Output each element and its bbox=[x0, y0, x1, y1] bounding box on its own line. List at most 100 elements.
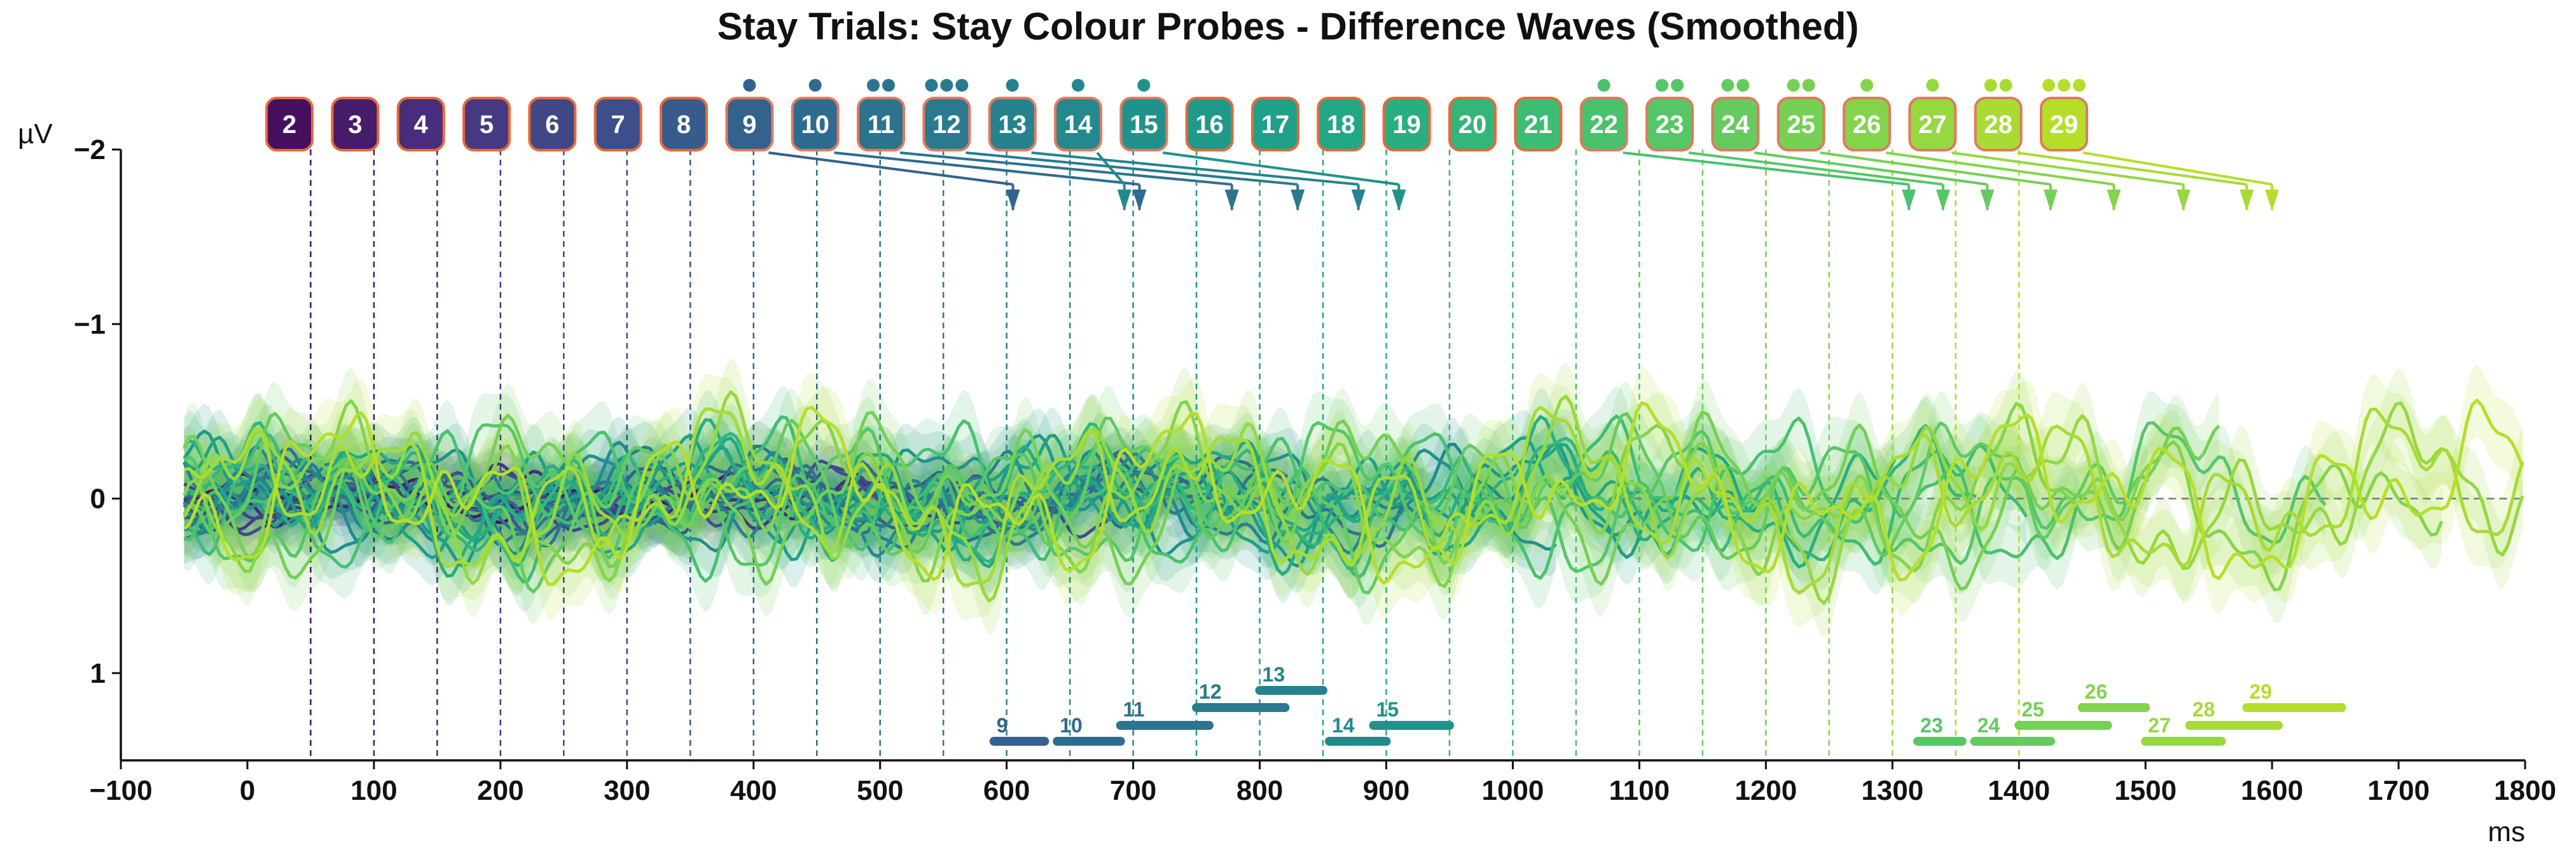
probe-box-label-11: 11 bbox=[868, 111, 894, 139]
x-tick-label: 1300 bbox=[1861, 775, 1923, 806]
peak-connector-10 bbox=[834, 151, 1140, 186]
x-tick-label: 0 bbox=[240, 775, 255, 806]
probe-box-11 bbox=[857, 97, 905, 151]
probe-box-14 bbox=[1054, 97, 1102, 151]
probe-box-label-9: 9 bbox=[742, 111, 756, 139]
peak-connector-13 bbox=[1031, 151, 1359, 186]
probe-box-label-25: 25 bbox=[1787, 111, 1815, 139]
probe-box-label-20: 20 bbox=[1458, 111, 1487, 139]
probe-box-25 bbox=[1776, 97, 1825, 151]
difference-waves bbox=[183, 390, 2524, 605]
probe-box-22 bbox=[1579, 97, 1628, 151]
probe-box-label-26: 26 bbox=[1853, 111, 1881, 139]
probe-box-label-6: 6 bbox=[545, 111, 559, 139]
x-tick-label: 1500 bbox=[2114, 775, 2177, 806]
x-tick-label: 400 bbox=[730, 775, 777, 806]
significance-dot bbox=[1926, 79, 1939, 92]
probe-box-5 bbox=[462, 97, 511, 151]
significance-dot bbox=[940, 79, 953, 92]
significance-dot bbox=[882, 79, 895, 92]
probe-box-15 bbox=[1119, 97, 1168, 151]
probe-box-27 bbox=[1908, 97, 1957, 151]
peak-marker-15 bbox=[1392, 189, 1406, 211]
peak-connector-25 bbox=[1820, 151, 2051, 186]
probe-box-label-13: 13 bbox=[998, 111, 1027, 139]
x-tick-label: 1700 bbox=[2367, 775, 2430, 806]
x-tick-label: 1200 bbox=[1735, 775, 1797, 806]
y-tick-label: 0 bbox=[90, 484, 106, 515]
y-axis-label: µV bbox=[18, 118, 53, 150]
significance-dot bbox=[925, 79, 938, 92]
significance-dot bbox=[867, 79, 880, 92]
peak-connector-11 bbox=[899, 151, 1232, 186]
confidence-band-5 bbox=[184, 443, 878, 550]
confidence-band-24 bbox=[184, 381, 2149, 625]
peak-connector-27 bbox=[1951, 151, 2184, 186]
confidence-band-15 bbox=[184, 423, 1556, 582]
probe-box-7 bbox=[593, 97, 642, 151]
probe-box-29 bbox=[2040, 97, 2088, 151]
probe-box-label-12: 12 bbox=[932, 111, 961, 139]
significance-bar-label-13: 13 bbox=[1263, 663, 1285, 686]
significance-bar-label-28: 28 bbox=[2192, 698, 2215, 721]
significance-dot bbox=[955, 79, 969, 92]
peak-marker-14 bbox=[1117, 189, 1132, 211]
probe-labels: 2 3 4 5 6 7 8 9 10 11 12 13 14 15 16 17 18 19 20 21 22 23 24 25… bbox=[265, 79, 2088, 151]
probe-box-label-10: 10 bbox=[801, 111, 829, 139]
confidence-band-13 bbox=[184, 421, 1430, 575]
peak-connector-24 bbox=[1754, 151, 1988, 186]
probe-box-20 bbox=[1448, 97, 1497, 151]
y-tick-label: −2 bbox=[74, 134, 106, 165]
confidence-band-28 bbox=[184, 372, 2523, 627]
peak-marker-12 bbox=[1291, 189, 1305, 211]
x-tick-label: 300 bbox=[604, 775, 650, 806]
wave-28 bbox=[184, 405, 2524, 594]
x-tick-label: 800 bbox=[1236, 775, 1283, 806]
peak-marker-28 bbox=[2240, 189, 2254, 211]
probe-box-label-16: 16 bbox=[1195, 111, 1224, 139]
significance-dot bbox=[1006, 79, 1019, 92]
significance-dot bbox=[1736, 79, 1750, 92]
significance-bars: 9 10 11 12 13 14 15 23 24 25 26 27 28 29 bbox=[989, 663, 2346, 746]
significance-dot bbox=[1787, 79, 1800, 92]
wave-19 bbox=[183, 415, 1897, 578]
probe-box-label-22: 22 bbox=[1589, 111, 1618, 139]
wave-17 bbox=[183, 433, 1745, 561]
peak-marker-29 bbox=[2265, 189, 2280, 211]
probe-box-16 bbox=[1185, 97, 1234, 151]
wave-16 bbox=[183, 429, 1642, 568]
significance-dot bbox=[1137, 79, 1151, 92]
probe-box-label-18: 18 bbox=[1327, 111, 1355, 139]
x-tick-label: 1000 bbox=[1481, 775, 1544, 806]
peak-connector-29 bbox=[2082, 151, 2273, 186]
probe-box-3 bbox=[331, 97, 380, 151]
peak-connector-9 bbox=[768, 151, 1013, 186]
probe-box-23 bbox=[1645, 97, 1694, 151]
probe-box-label-27: 27 bbox=[1918, 111, 1947, 139]
x-axis-label: ms bbox=[2488, 816, 2525, 848]
peak-connector-28 bbox=[2017, 151, 2247, 186]
probe-box-label-4: 4 bbox=[414, 111, 429, 139]
probe-box-label-15: 15 bbox=[1130, 111, 1158, 139]
significance-bar-label-24: 24 bbox=[1977, 714, 2000, 737]
significance-bar-label-15: 15 bbox=[1376, 698, 1399, 721]
x-tick-label: 200 bbox=[477, 775, 523, 806]
peak-connectors bbox=[768, 151, 2280, 211]
significance-bar-label-10: 10 bbox=[1060, 714, 1083, 737]
probe-box-24 bbox=[1711, 97, 1760, 151]
probe-box-8 bbox=[660, 97, 708, 151]
significance-dot bbox=[1984, 79, 1997, 92]
x-tick-label: 500 bbox=[857, 775, 903, 806]
peak-marker-27 bbox=[2176, 189, 2191, 211]
x-tick-label: 700 bbox=[1110, 775, 1156, 806]
confidence-band-23 bbox=[184, 391, 2325, 603]
x-tick-label: 1600 bbox=[2241, 775, 2303, 806]
probe-box-6 bbox=[528, 97, 577, 151]
y-tick-label: 1 bbox=[90, 658, 106, 689]
peak-marker-23 bbox=[1935, 189, 1950, 211]
x-tick-label: 600 bbox=[983, 775, 1030, 806]
significance-dot bbox=[808, 79, 822, 92]
peak-marker-10 bbox=[1132, 189, 1147, 211]
peak-connector-23 bbox=[1688, 151, 1944, 186]
x-tick-label: 1400 bbox=[1988, 775, 2050, 806]
